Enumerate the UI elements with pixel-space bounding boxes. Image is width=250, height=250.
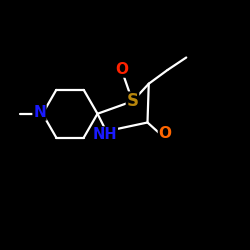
Text: S: S	[126, 92, 138, 110]
Text: O: O	[158, 126, 172, 141]
Text: O: O	[115, 62, 128, 77]
Text: NH: NH	[93, 127, 117, 142]
Text: N: N	[33, 105, 46, 120]
